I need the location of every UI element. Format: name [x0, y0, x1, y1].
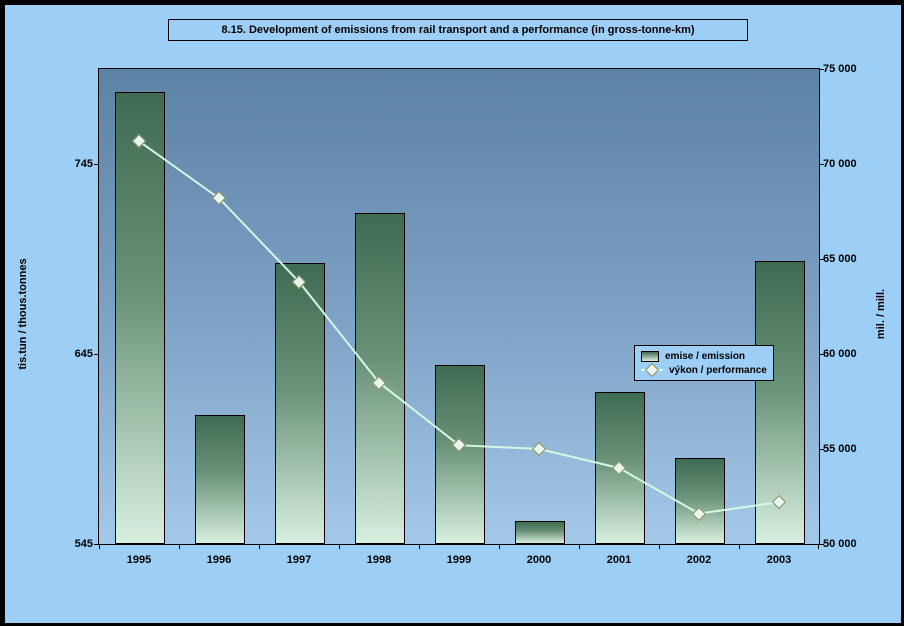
y-left-tick: [94, 354, 99, 355]
y-right-tick-label: 65 000: [823, 253, 867, 265]
y-left-tick-label: 645: [59, 348, 93, 360]
chart-title: 8.15. Development of emissions from rail…: [168, 19, 748, 41]
x-tick: [99, 544, 100, 549]
legend-label: výkon / performance: [669, 365, 767, 376]
x-tick-label: 2002: [659, 554, 739, 566]
chart-frame: 8.15. Development of emissions from rail…: [4, 4, 902, 624]
x-tick: [179, 544, 180, 549]
x-tick: [739, 544, 740, 549]
x-tick: [579, 544, 580, 549]
y-left-tick-label: 545: [59, 538, 93, 550]
bar: [675, 458, 725, 544]
legend-swatch-bar: [641, 351, 659, 362]
bar: [115, 92, 165, 544]
x-tick-label: 2001: [579, 554, 659, 566]
line-marker: [532, 442, 546, 456]
x-tick: [818, 544, 819, 549]
legend-item: výkon / performance: [641, 363, 767, 377]
y-right-tick-label: 55 000: [823, 443, 867, 455]
x-tick: [259, 544, 260, 549]
y-right-tick-label: 50 000: [823, 538, 867, 550]
x-tick-label: 1997: [259, 554, 339, 566]
bar: [515, 521, 565, 544]
x-tick: [419, 544, 420, 549]
legend-swatch-line: [641, 365, 663, 375]
y-right-tick-label: 70 000: [823, 158, 867, 170]
legend: emise / emission výkon / performance: [634, 345, 774, 381]
x-tick-label: 1999: [419, 554, 499, 566]
y-left-tick-label: 745: [59, 158, 93, 170]
y-right-tick-label: 60 000: [823, 348, 867, 360]
y-right-axis-title: mil. / mill.: [875, 289, 887, 339]
legend-label: emise / emission: [665, 351, 745, 362]
y-left-axis-title: tis.tun / thous.tonnes: [17, 258, 29, 369]
x-tick-label: 1998: [339, 554, 419, 566]
x-tick-label: 2000: [499, 554, 579, 566]
line-marker: [212, 191, 226, 205]
bar: [195, 415, 245, 544]
x-tick: [339, 544, 340, 549]
y-left-tick: [94, 164, 99, 165]
y-right-tick-label: 75 000: [823, 63, 867, 75]
x-tick: [659, 544, 660, 549]
x-tick-label: 1996: [179, 554, 259, 566]
bar: [435, 365, 485, 544]
x-tick-label: 2003: [739, 554, 819, 566]
plot-area: 54564574550 00055 00060 00065 00070 0007…: [98, 68, 820, 545]
legend-item: emise / emission: [641, 349, 767, 363]
bar: [275, 263, 325, 544]
x-tick-label: 1995: [99, 554, 179, 566]
x-tick: [499, 544, 500, 549]
